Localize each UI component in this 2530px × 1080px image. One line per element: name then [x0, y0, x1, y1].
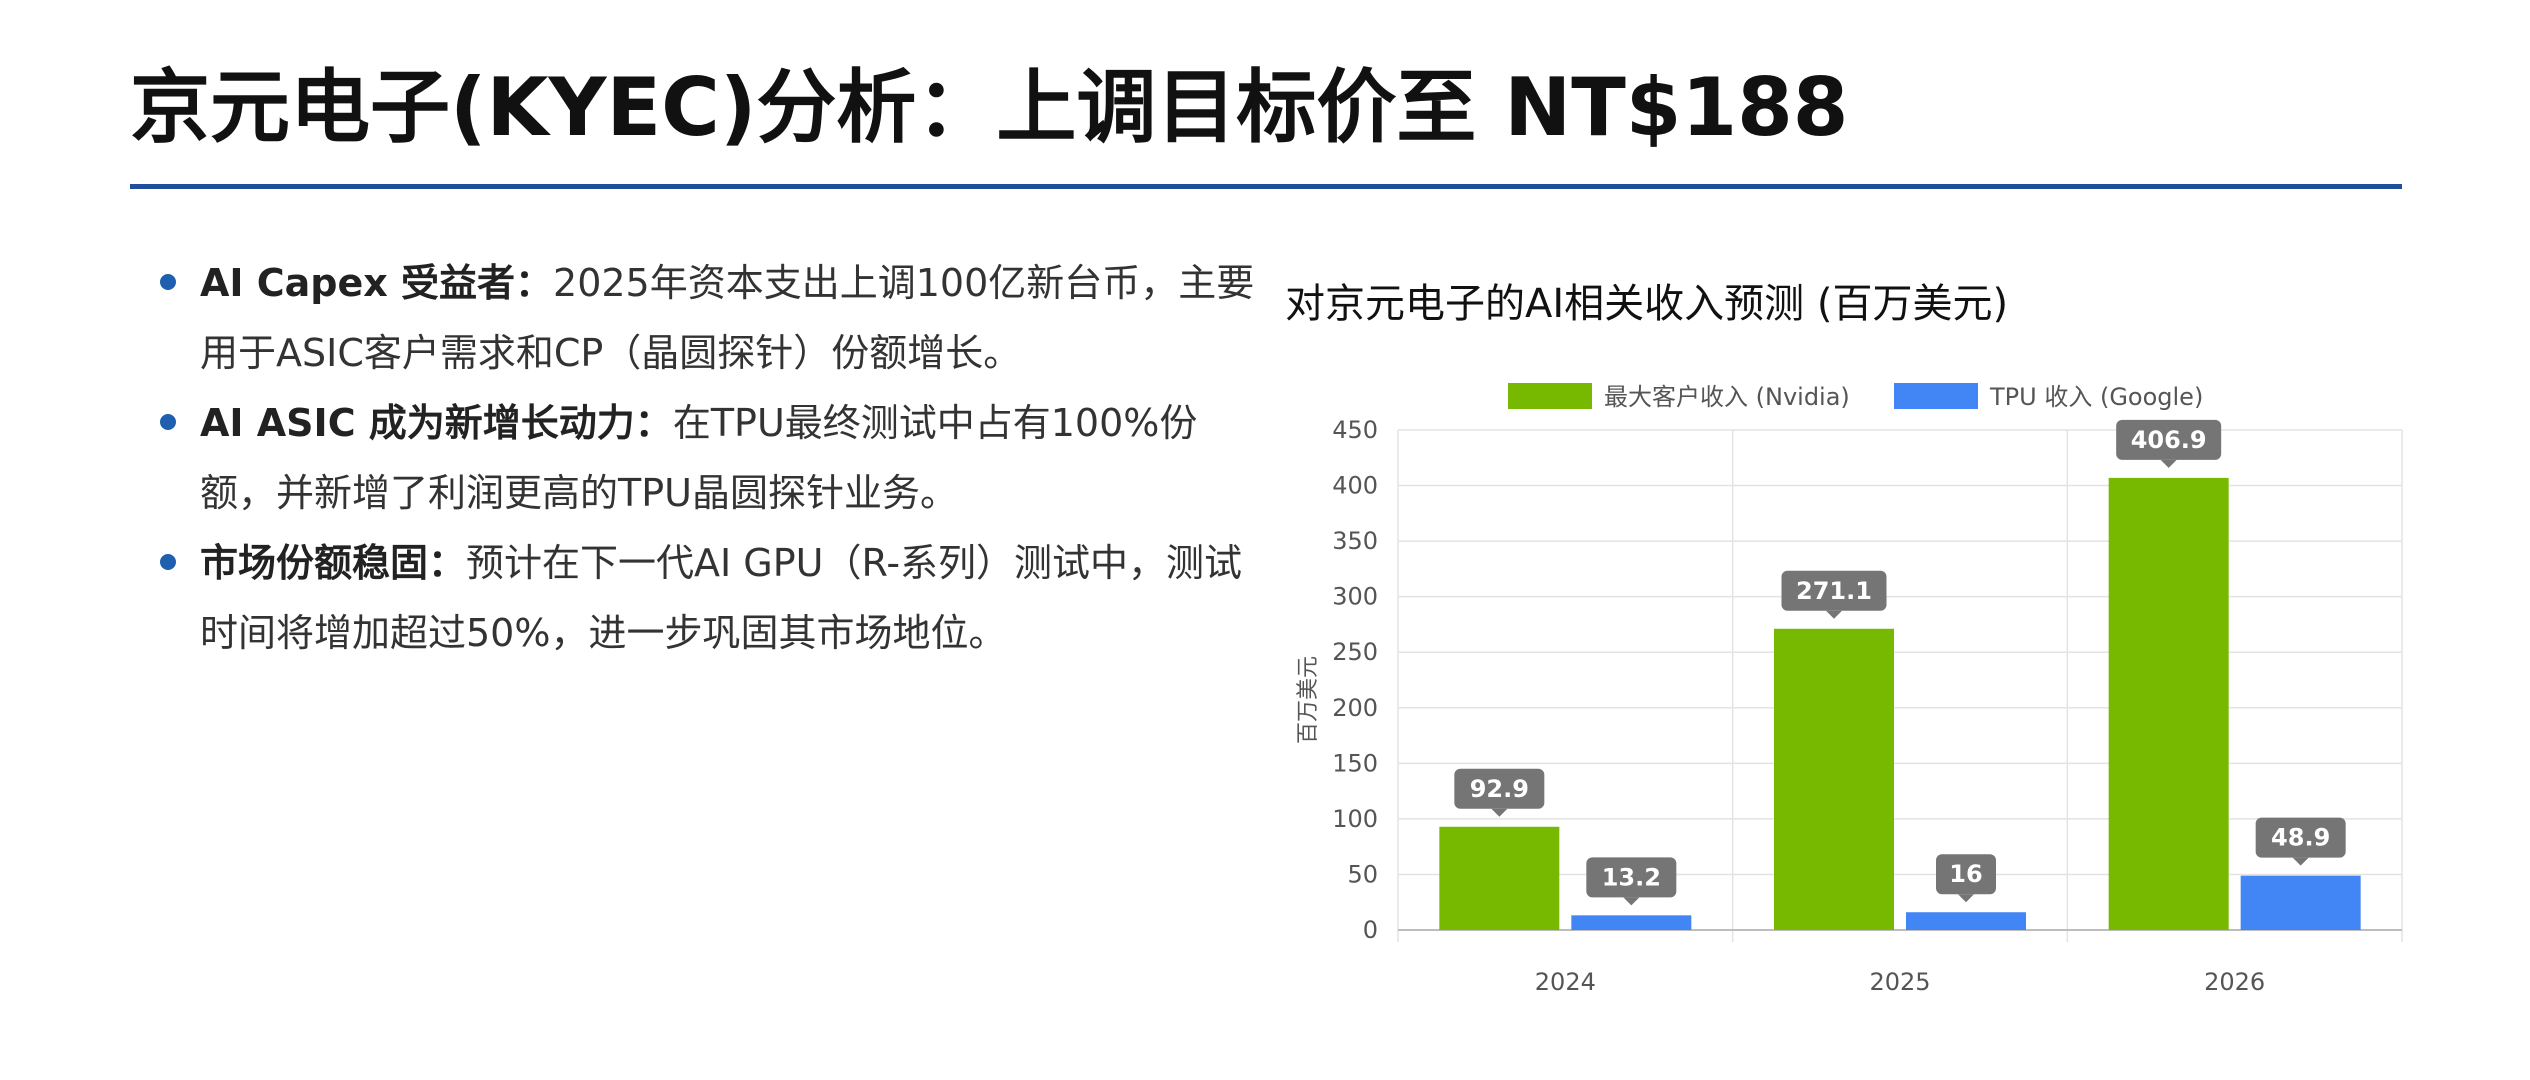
data-label-pointer: [1623, 897, 1640, 906]
bar-google-2025: [1906, 912, 2026, 930]
data-label: 13.2: [1602, 863, 1661, 891]
bullet-text: 2025年资本支出上调100亿新台币，主要用于ASIC客户需求和CP（晶圆探针）…: [200, 261, 1255, 375]
legend-label-google: TPU 收入 (Google): [1989, 383, 2203, 411]
bullet-text: 预计在下一代AI GPU（R-系列）测试中，测试时间将增加超过50%，进一步巩固…: [200, 541, 1243, 655]
data-label-pointer: [1958, 894, 1974, 903]
data-label: 271.1: [1796, 577, 1872, 605]
data-label: 48.9: [2271, 824, 2330, 852]
data-label-pointer: [2292, 857, 2309, 866]
data-label: 92.9: [1470, 775, 1529, 803]
data-label: 406.9: [2131, 426, 2207, 454]
bullet-title: AI ASIC 成为新增长动力：: [200, 401, 673, 445]
bullet-text: 在TPU最终测试中占有100%份额，并新增了利润更高的TPU晶圆探针业务。: [200, 401, 1198, 515]
bullet-title: AI Capex 受益者：: [200, 261, 554, 305]
data-label-pointer: [1826, 610, 1842, 619]
bar-google-2024: [1571, 915, 1692, 930]
y-tick-label: 150: [1332, 749, 1378, 777]
data-label-box: [2255, 817, 2346, 858]
data-label-box: [1586, 857, 1677, 898]
bullet-item-ai-capex: AI Capex 受益者：2025年资本支出上调100亿新台币，主要用于ASIC…: [160, 248, 1270, 388]
y-tick-label: 250: [1332, 638, 1378, 666]
x-tick-label: 2026: [2204, 968, 2265, 996]
bar-nvidia-2025: [1774, 628, 1894, 930]
bar-nvidia-2024: [1439, 826, 1560, 930]
data-label-box: [1781, 570, 1887, 611]
data-label-pointer: [1491, 808, 1508, 817]
legend-swatch-nvidia: [1508, 383, 1592, 409]
y-axis-title: 百万美元: [1296, 656, 1321, 744]
bullet-dot-icon: [160, 554, 176, 570]
y-tick-label: 50: [1347, 860, 1378, 888]
y-tick-label: 400: [1332, 472, 1378, 500]
x-tick-label: 2024: [1535, 968, 1596, 996]
title-underline: [130, 184, 2402, 189]
data-label-pointer: [2160, 459, 2177, 468]
page-title: 京元电子(KYEC)分析：上调目标价至 NT$188: [130, 61, 1849, 154]
x-tick-label: 2025: [1869, 968, 1930, 996]
legend-label-nvidia: 最大客户收入 (Nvidia): [1604, 383, 1850, 411]
y-tick-label: 0: [1363, 916, 1378, 944]
y-tick-label: 300: [1332, 583, 1378, 611]
data-label: 16: [1949, 860, 1982, 888]
bullet-item-ai-asic: AI ASIC 成为新增长动力：在TPU最终测试中占有100%份额，并新增了利润…: [160, 388, 1270, 528]
y-tick-label: 350: [1332, 527, 1378, 555]
chart-title: 对京元电子的AI相关收入预测 (百万美元): [1285, 281, 2009, 327]
bar-nvidia-2026: [2108, 477, 2229, 930]
data-label-box: [1454, 768, 1545, 809]
bullet-dot-icon: [160, 414, 176, 430]
data-label-box: [1936, 854, 1996, 895]
bar-google-2026: [2240, 875, 2361, 930]
y-tick-label: 100: [1332, 805, 1378, 833]
legend-swatch-google: [1894, 383, 1978, 409]
y-tick-label: 450: [1332, 416, 1378, 444]
bullet-item-market-share: 市场份额稳固：预计在下一代AI GPU（R-系列）测试中，测试时间将增加超过50…: [160, 528, 1270, 668]
y-tick-label: 200: [1332, 694, 1378, 722]
bullet-title: 市场份额稳固：: [200, 541, 467, 585]
bullet-list: AI Capex 受益者：2025年资本支出上调100亿新台币，主要用于ASIC…: [160, 248, 1270, 668]
data-label-box: [2116, 419, 2222, 460]
bullet-dot-icon: [160, 274, 176, 290]
